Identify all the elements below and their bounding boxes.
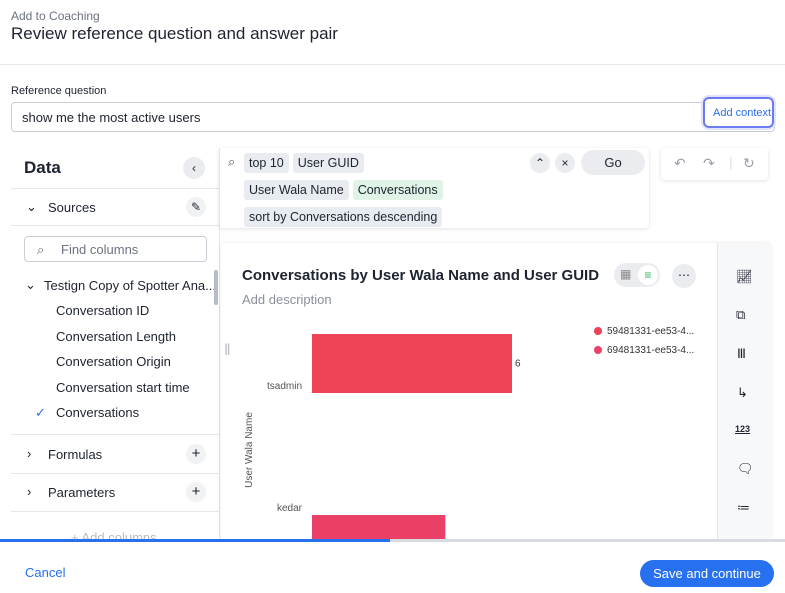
scrollbar[interactable] [214,270,218,305]
divider [0,64,785,65]
column-search[interactable]: ⌕ Find columns [24,236,207,262]
section-title[interactable]: Sources [48,200,96,215]
legend-label: 69481331-ee53-4... [607,345,694,356]
axis-icon[interactable]: ↳ [737,385,748,400]
data-panel: Data ‹ ⌄ Sources ✎ ⌕ Find columns ⌄ Test… [11,148,220,540]
search-bar[interactable]: ⌕ top 10 User GUIDUser Wala Name Conversat… [219,148,649,228]
breadcrumb: Add to Coaching [11,9,100,23]
search-token: User Wala Name [244,180,349,200]
progress-fill [0,539,390,542]
wrench-icon[interactable]: ✎ [186,197,206,217]
add-columns[interactable]: + Add columns [71,530,157,540]
search-token: top 10 [244,153,289,173]
legend-swatch [594,346,602,354]
more-button[interactable]: ⋯ [672,264,696,288]
divider [11,434,219,435]
column-item[interactable]: Conversation start time [56,379,190,395]
divider [11,225,219,226]
reset-button[interactable]: ↻ [743,155,755,171]
add-columns-text: Add columns [81,530,157,540]
columns-icon[interactable]: ⧉ [736,307,746,322]
bar [312,334,512,393]
search-token: sort by Conversations descending [244,207,443,227]
clear-button[interactable]: × [555,153,575,173]
chart-title: Conversations by User Wala Name and User… [242,267,600,284]
divider [11,188,219,189]
search-placeholder: Find columns [61,242,139,257]
number-format-icon[interactable]: 123 [735,424,751,434]
chart-view[interactable]: ≡ [638,265,658,285]
annotation-icon[interactable]: 🗨︎ [737,461,754,476]
page-title: Review reference question and answer pai… [11,24,338,43]
search-token: User GUID [292,153,364,173]
save-button[interactable]: Save and continue [640,560,774,587]
data-label: 6 [515,359,521,370]
check-icon: ✓ [35,405,46,420]
bars-icon[interactable]: Ⅲ [737,346,746,361]
chart-type-icon[interactable]: 📈︎ [736,269,753,284]
column-item[interactable]: Conversation ID [56,303,150,318]
chevron: › [27,446,32,461]
source-name[interactable]: Testign Copy of Spotter Ana... [44,278,216,293]
section-title[interactable]: Parameters [48,485,116,500]
resize-handle[interactable]: ‖ [224,342,231,359]
history-controls: ↶ ↷ | ↻ [661,148,768,180]
section-title[interactable]: Formulas [48,447,103,462]
panel-title: Data [24,158,61,177]
chevron: › [27,484,32,499]
divider [11,511,219,512]
sort-icon[interactable]: ≔ [737,500,750,515]
collapse-button[interactable]: ‹ [183,157,205,179]
chart-toolbar: 📈︎ ⧉ Ⅲ ↳ 123 🗨︎ ≔ [717,243,771,539]
column-item[interactable]: Conversation Origin [56,354,171,369]
chart-panel: Conversations by User Wala Name and User… [221,243,771,539]
redo-button[interactable]: ↷ [703,155,715,171]
collapse-button[interactable]: ⌃ [530,153,550,173]
progress-track [0,539,785,542]
chevron: ⌄ [25,277,36,292]
y-axis-label: User Wala Name [244,412,255,488]
field-label: Reference question [11,85,107,97]
view-toggle[interactable]: ▦ ≡ [614,263,660,287]
token-list: top 10 User GUID User Wala Name Conversatio… [244,153,472,234]
chevron: ⌄ [26,199,37,214]
separator: | [729,154,733,170]
column-item[interactable]: Conversation Length [56,328,176,344]
legend-swatch [594,327,602,335]
column-item[interactable]: Conversations [56,405,140,420]
question-input[interactable]: show me the most active users [11,102,775,132]
button-text: Add context [713,107,772,119]
undo-button[interactable]: ↶ [674,155,686,171]
category-label: kedar [277,503,303,514]
search-token: Conversations [352,180,443,200]
cancel-button[interactable]: Cancel [25,565,66,580]
add-context-button[interactable]: Add context [703,97,774,128]
legend-label: 59481331-ee53-4... [607,326,694,337]
chart-description[interactable]: Add description [242,292,332,307]
bar [312,515,446,539]
category-label: tsadmin [267,381,302,392]
add-button[interactable]: + [186,482,206,502]
divider [11,473,219,474]
go-button[interactable]: Go [581,150,645,175]
question-text: show me the most active users [22,110,201,125]
bar-chart: User Wala Name tsadmin kedar 6 59481331-ee5… [244,326,694,539]
add-button[interactable]: + [186,444,206,464]
